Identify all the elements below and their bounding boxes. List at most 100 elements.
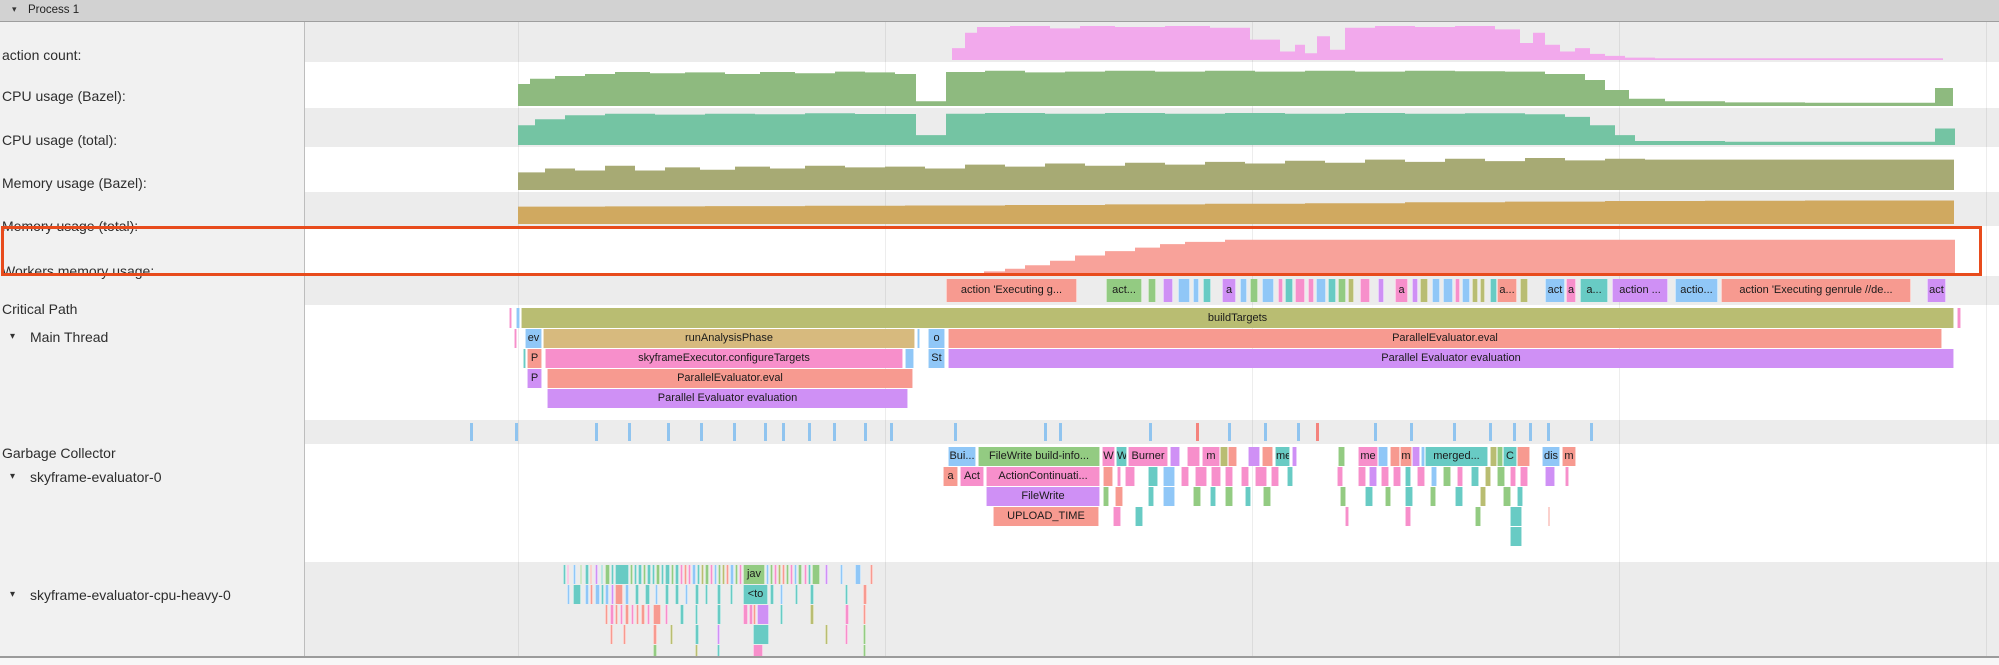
trace-event-bar[interactable]: dis: [1542, 447, 1560, 466]
trace-event-bar[interactable]: [705, 585, 708, 604]
trace-event-bar[interactable]: [718, 565, 721, 584]
trace-event-bar[interactable]: [625, 605, 629, 624]
trace-event-bar[interactable]: [1348, 279, 1354, 302]
trace-event-bar[interactable]: [749, 605, 753, 624]
trace-event-bar[interactable]: [1210, 487, 1216, 506]
trace-event-bar[interactable]: a: [1222, 279, 1236, 302]
trace-event-bar[interactable]: [1443, 467, 1451, 486]
trace-event-bar[interactable]: action 'Executing genrule //de...: [1721, 279, 1911, 302]
trace-event-bar[interactable]: [1113, 507, 1121, 526]
trace-event-bar[interactable]: [580, 565, 582, 584]
trace-event-bar[interactable]: [590, 585, 593, 604]
trace-event-bar[interactable]: [757, 605, 769, 624]
trace-event-bar[interactable]: W: [1102, 447, 1115, 466]
trace-event-bar[interactable]: [1957, 308, 1961, 328]
trace-event-bar[interactable]: [585, 585, 589, 604]
trace-event-bar[interactable]: [623, 625, 626, 644]
trace-event-bar[interactable]: [717, 605, 721, 624]
trace-event-bar[interactable]: [808, 565, 811, 584]
trace-event-bar[interactable]: [1405, 507, 1411, 526]
counter-chart-memory-usage-total[interactable]: [305, 192, 1999, 226]
trace-event-bar[interactable]: [730, 565, 734, 584]
gc-event-tick[interactable]: [1044, 423, 1047, 441]
gc-event-tick[interactable]: [667, 423, 670, 441]
trace-event-bar[interactable]: [610, 625, 613, 644]
trace-event-bar[interactable]: [647, 565, 651, 584]
trace-event-bar[interactable]: [1455, 279, 1460, 302]
trace-event-bar[interactable]: [661, 565, 664, 584]
trace-event-bar[interactable]: [863, 585, 867, 604]
trace-event-bar[interactable]: [630, 565, 633, 584]
trace-event-bar[interactable]: ParallelEvaluator.eval: [547, 369, 913, 388]
trace-event-bar[interactable]: [845, 585, 848, 604]
trace-event-bar[interactable]: [870, 565, 873, 584]
trace-event-bar[interactable]: Parallel Evaluator evaluation: [547, 389, 908, 408]
gc-event-tick[interactable]: [470, 423, 473, 441]
trace-event-bar[interactable]: [1338, 447, 1345, 466]
trace-event-bar[interactable]: ActionContinuati...: [986, 467, 1100, 486]
trace-event-bar[interactable]: [692, 565, 696, 584]
trace-event-bar[interactable]: [671, 565, 674, 584]
gc-event-tick[interactable]: [1453, 423, 1456, 441]
trace-event-bar[interactable]: [1340, 487, 1346, 506]
trace-event-bar[interactable]: [780, 585, 783, 604]
gc-event-tick[interactable]: [890, 423, 893, 441]
trace-event-bar[interactable]: [795, 585, 798, 604]
trace-event-bar[interactable]: [1510, 527, 1522, 546]
trace-event-bar[interactable]: merged...: [1425, 447, 1488, 466]
trace-event-bar[interactable]: [653, 645, 657, 656]
trace-event-bar[interactable]: [1103, 487, 1109, 506]
trace-event-bar[interactable]: [1393, 467, 1401, 486]
trace-event-bar[interactable]: [1250, 279, 1258, 302]
trace-event-bar[interactable]: [1271, 467, 1279, 486]
trace-event-bar[interactable]: [685, 585, 688, 604]
trace-event-bar[interactable]: [516, 308, 520, 328]
trace-event-bar[interactable]: [695, 605, 698, 624]
trace-event-bar[interactable]: [1497, 447, 1503, 466]
trace-event-bar[interactable]: [743, 605, 748, 624]
trace-event-bar[interactable]: runAnalysisPhase: [543, 329, 915, 348]
trace-event-bar[interactable]: [770, 565, 773, 584]
trace-event-bar[interactable]: [1248, 447, 1260, 466]
trace-event-bar[interactable]: [863, 625, 866, 644]
trace-event-bar[interactable]: [665, 585, 669, 604]
trace-event-bar[interactable]: [1480, 487, 1486, 506]
gc-event-tick[interactable]: [764, 423, 767, 441]
trace-event-bar[interactable]: [786, 565, 789, 584]
trace-event-bar[interactable]: P: [527, 369, 542, 388]
trace-event-bar[interactable]: [605, 605, 608, 624]
trace-event-bar[interactable]: [1430, 487, 1436, 506]
trace-event-bar[interactable]: [825, 565, 828, 584]
gc-event-tick[interactable]: [1316, 423, 1319, 441]
trace-event-bar[interactable]: [631, 605, 634, 624]
trace-event-bar[interactable]: [735, 565, 738, 584]
counter-chart-cpu-usage-bazel[interactable]: [305, 62, 1999, 108]
trace-event-bar[interactable]: [1545, 467, 1555, 486]
trace-event-bar[interactable]: action ...: [1612, 279, 1668, 302]
trace-event-bar[interactable]: [695, 585, 699, 604]
trace-event-bar[interactable]: me: [1275, 447, 1290, 466]
trace-event-bar[interactable]: [610, 605, 614, 624]
trace-event-bar[interactable]: [1520, 279, 1528, 302]
trace-event-bar[interactable]: [863, 605, 866, 624]
trace-event-bar[interactable]: [753, 645, 763, 656]
trace-event-bar[interactable]: [810, 585, 814, 604]
trace-event-bar[interactable]: act...: [1106, 279, 1142, 302]
gc-event-tick[interactable]: [1374, 423, 1377, 441]
trace-event-bar[interactable]: [1455, 487, 1463, 506]
trace-event-bar[interactable]: m: [1562, 447, 1576, 466]
trace-event-bar[interactable]: [1163, 467, 1175, 486]
gc-event-tick[interactable]: [782, 423, 785, 441]
trace-event-bar[interactable]: [1240, 279, 1247, 302]
trace-event-bar[interactable]: [1432, 279, 1440, 302]
trace-event-bar[interactable]: [1135, 507, 1143, 526]
trace-event-bar[interactable]: [905, 349, 914, 368]
expander-triangle-icon[interactable]: ▾: [10, 471, 16, 482]
trace-event-bar[interactable]: [680, 605, 684, 624]
trace-event-bar[interactable]: [1148, 279, 1156, 302]
trace-event-bar[interactable]: [1195, 467, 1207, 486]
trace-event-bar[interactable]: ParallelEvaluator.eval: [948, 329, 1942, 348]
trace-event-bar[interactable]: [695, 645, 698, 656]
gc-event-tick[interactable]: [864, 423, 867, 441]
trace-event-bar[interactable]: [1485, 467, 1491, 486]
